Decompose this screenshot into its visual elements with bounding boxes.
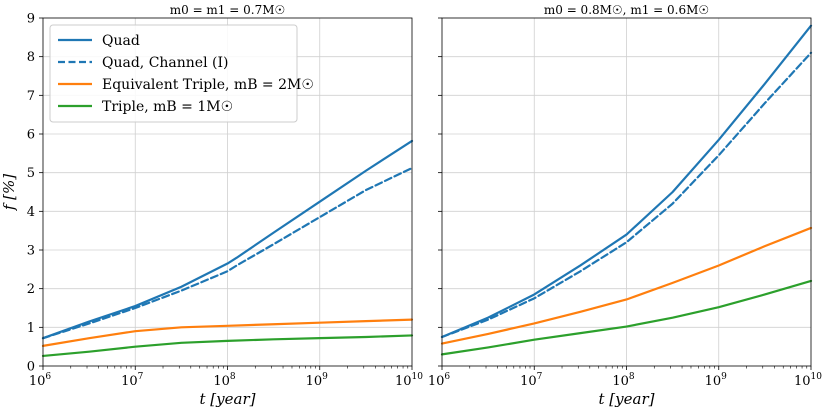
right-xtick-label-2: 108	[612, 372, 635, 389]
right-xtick-label-1: 107	[520, 372, 543, 389]
left-x-axis-label: t [year]	[200, 390, 256, 408]
left-ytick-label-6: 6	[27, 128, 35, 143]
left-ytick-label-4: 4	[27, 205, 35, 220]
left-ytick-label-8: 8	[27, 50, 35, 65]
left-line-quad-channel-i-dashed	[41, 166, 414, 340]
left-xtick-label-0: 106	[29, 372, 52, 389]
legend-item-quad-channel: Quad, Channel (I)	[58, 55, 228, 71]
right-series-group	[440, 24, 813, 356]
right-panel: 106 107 108 109 1010 m0 = 0.8M☉, m1 = 0.6M☉ …	[428, 3, 822, 408]
left-line-equivalent-triple-mb-2m	[41, 318, 414, 347]
legend: Quad Quad, Channel (I) Equivalent Triple…	[49, 24, 314, 123]
left-ytick-label-0: 0	[27, 360, 35, 375]
legend-label-equivalent-triple: Equivalent Triple, mB = 2M☉	[102, 77, 314, 93]
right-line-quad-channel-i-dashed	[440, 51, 813, 339]
left-xtick-label-3: 109	[306, 372, 329, 389]
legend-label-quad: Quad	[102, 33, 140, 49]
left-xtick-label-1: 107	[121, 372, 144, 389]
left-series-group	[41, 139, 414, 358]
right-panel-title: m0 = 0.8M☉, m1 = 0.6M☉	[544, 3, 709, 17]
left-ytick-label-1: 1	[27, 321, 35, 336]
legend-item-triple: Triple, mB = 1M☉	[58, 99, 233, 115]
left-ticks: 0 1 2 3 4 5 6 7 8 9 106 107 108 109 1010	[27, 12, 424, 390]
left-ytick-label-3: 3	[27, 244, 35, 259]
legend-box	[49, 24, 298, 123]
right-xtick-label-4: 1010	[794, 372, 822, 389]
right-ticks: 106 107 108 109 1010	[428, 17, 822, 389]
right-line-quad	[440, 24, 813, 339]
right-x-axis-label: t [year]	[599, 390, 655, 408]
right-xtick-label-3: 109	[705, 372, 728, 389]
right-grid	[442, 18, 811, 366]
legend-label-triple: Triple, mB = 1M☉	[102, 99, 233, 115]
right-xtick-label-0: 106	[428, 372, 451, 389]
left-ytick-label-7: 7	[27, 89, 35, 104]
right-line-triple-mb-1m	[440, 279, 813, 356]
left-xtick-label-4: 1010	[395, 372, 423, 389]
right-line-equivalent-triple-mb-2m	[440, 226, 813, 345]
left-xtick-label-2: 108	[213, 372, 236, 389]
legend-item-quad: Quad	[58, 33, 140, 49]
left-line-triple-mb-1m	[41, 334, 414, 358]
legend-label-quad-channel: Quad, Channel (I)	[102, 55, 228, 71]
left-ytick-label-2: 2	[27, 282, 35, 297]
left-panel: 0 1 2 3 4 5 6 7 8 9 106 107 108 109 1010 m0 = m1 = 0.7…	[0, 3, 423, 408]
left-line-quad	[41, 139, 414, 340]
y-axis-label: f [%]	[0, 174, 18, 211]
left-ytick-label-9: 9	[27, 12, 35, 27]
legend-item-equivalent-triple: Equivalent Triple, mB = 2M☉	[58, 77, 314, 93]
left-panel-title: m0 = m1 = 0.7M☉	[170, 3, 286, 17]
left-ytick-label-5: 5	[27, 166, 35, 181]
